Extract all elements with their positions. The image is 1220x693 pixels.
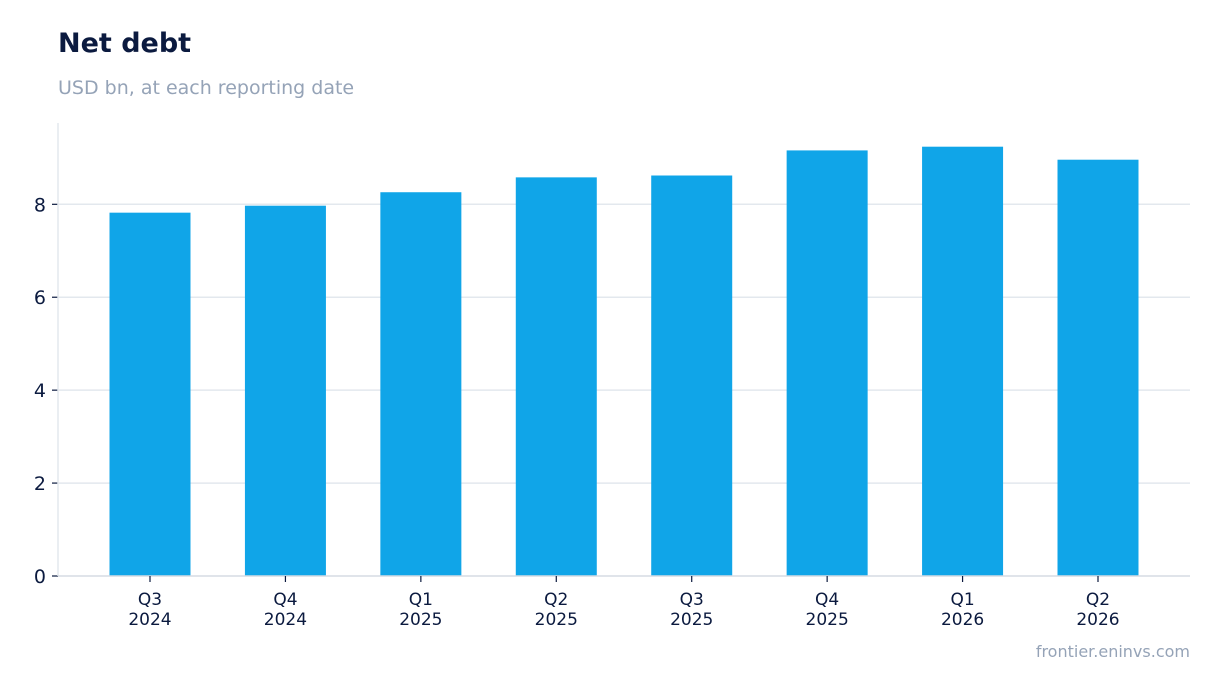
bars: [109, 146, 1139, 577]
x-tick-label: Q4 2024: [264, 590, 307, 630]
bar-q4-2025: [786, 150, 868, 577]
y-tick-label: 8: [34, 194, 46, 216]
chart-title: Net debt: [58, 28, 192, 59]
bar-q2-2025: [515, 177, 597, 577]
x-tick-label-year: 2026: [1076, 610, 1119, 630]
x-tick-label: Q2 2025: [535, 590, 578, 630]
chart-subtitle: USD bn, at each reporting date: [58, 77, 355, 99]
bar-q1-2025: [380, 192, 462, 576]
x-tick-label-quarter: Q3: [138, 590, 162, 610]
x-tick-label: Q2 2026: [1076, 590, 1119, 630]
y-tick-label: 4: [34, 380, 46, 402]
bar-q2-2026: [1057, 159, 1139, 576]
x-tick-label-quarter: Q2: [1086, 590, 1110, 610]
x-tick-label-quarter: Q3: [680, 590, 704, 610]
x-tick-label-year: 2025: [535, 610, 578, 630]
x-tick-label-quarter: Q2: [544, 590, 568, 610]
x-tick-label-quarter: Q1: [950, 590, 974, 610]
x-tick-label-year: 2025: [670, 610, 713, 630]
x-tick-label-quarter: Q4: [273, 590, 297, 610]
x-tick-label-year: 2025: [806, 610, 849, 630]
x-tick-label: Q3 2024: [128, 590, 171, 630]
source-credit: frontier.eninvs.com: [1035, 642, 1190, 661]
x-tick-label: Q4 2025: [806, 590, 849, 630]
y-tick-label: 0: [34, 566, 46, 588]
x-tick-label: Q3 2025: [670, 590, 713, 630]
x-tick-label-year: 2024: [128, 610, 171, 630]
bar-q3-2024: [109, 212, 191, 576]
bar-q4-2024: [244, 205, 326, 576]
bar-q3-2025: [651, 175, 733, 577]
y-tick-label: 6: [34, 287, 46, 309]
x-tick-label-quarter: Q4: [815, 590, 839, 610]
y-tick-label: 2: [34, 473, 46, 495]
bar-q1-2026: [922, 146, 1004, 577]
gridlines: [58, 203, 1190, 484]
x-tick-label-year: 2025: [399, 610, 442, 630]
x-tick-label-year: 2024: [264, 610, 307, 630]
x-tick-label: Q1 2026: [941, 590, 984, 630]
x-tick-label: Q1 2025: [399, 590, 442, 630]
x-tick-label-year: 2026: [941, 610, 984, 630]
x-tick-label-quarter: Q1: [409, 590, 433, 610]
